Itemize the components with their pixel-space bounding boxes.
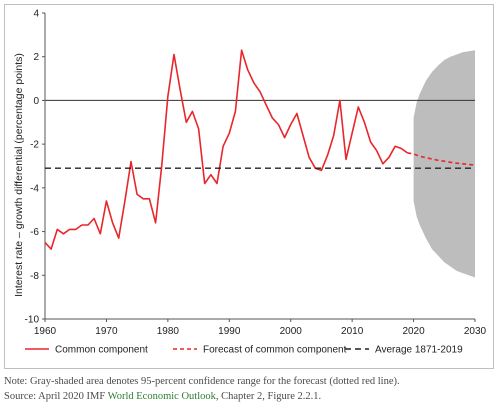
y-tick-label: 0 (33, 96, 39, 107)
y-axis-label: Interest rate – growth differential (per… (13, 53, 25, 297)
note-text: Note: Gray-shaded area denotes 95-percen… (4, 376, 400, 387)
chart-notes: Note: Gray-shaded area denotes 95-percen… (4, 374, 496, 404)
source-suffix: , Chapter 2, Figure 2.2.1. (215, 391, 322, 402)
x-tick-label: 2000 (280, 326, 303, 337)
y-tick-label: 2 (33, 52, 39, 63)
legend-label-1: Common component (55, 345, 148, 356)
x-tick-label: 1970 (95, 326, 118, 337)
y-tick-label: -8 (30, 271, 39, 282)
legend-label-2: Forecast of common component (203, 345, 347, 356)
legend: Common component Forecast of common compo… (25, 345, 463, 356)
x-tick-label: 1960 (34, 326, 57, 337)
x-tick-label: 1990 (218, 326, 241, 337)
series-line-1 (44, 49, 408, 250)
source-prefix: Source: April 2020 IMF (4, 391, 108, 402)
source-text: Source: April 2020 IMF World Economic Ou… (4, 389, 496, 404)
y-tick-label: -4 (30, 183, 39, 194)
y-tick-label: 4 (33, 9, 39, 20)
legend-label-3: Average 1871-2019 (375, 345, 463, 356)
y-tick-label: -6 (30, 227, 39, 238)
y-tick-label: -10 (25, 315, 40, 326)
source-link[interactable]: World Economic Outlook (107, 391, 216, 402)
series-line-2 (407, 152, 476, 166)
x-tick-label: 2020 (402, 326, 425, 337)
y-tick-label: -2 (30, 140, 39, 151)
x-tick-label: 2030 (464, 326, 487, 337)
confidence-band (413, 50, 475, 278)
x-tick-label: 2010 (341, 326, 364, 337)
x-tick-label: 1980 (157, 326, 180, 337)
chart-frame: 4 2 0 -2 -4 -6 -8 -10 1960 1970 1980 1990 2000 2010 20… (4, 4, 494, 369)
